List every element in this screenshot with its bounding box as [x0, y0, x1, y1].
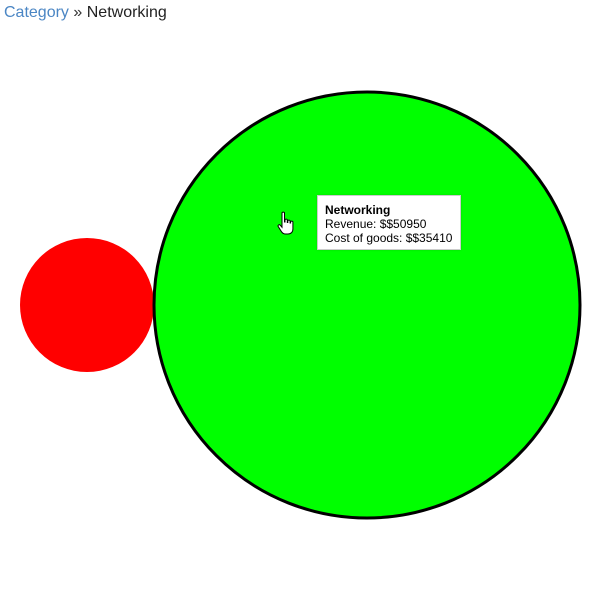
breadcrumb-current: Networking: [86, 4, 167, 21]
tooltip-revenue: Revenue: $$50950: [325, 217, 427, 231]
bubble-tooltip: Networking Revenue: $$50950 Cost of good…: [317, 195, 461, 250]
tooltip-cost-of-goods: Cost of goods: $$35410: [325, 231, 453, 245]
tooltip-title: Networking: [325, 203, 391, 217]
breadcrumb-separator: »: [73, 4, 83, 21]
breadcrumb: Category » Networking: [4, 3, 167, 23]
breadcrumb-category-link[interactable]: Category: [4, 4, 69, 21]
bubble-small-red[interactable]: [20, 238, 154, 372]
hand-pointer-icon: [277, 211, 294, 235]
bubble-networking[interactable]: [152, 90, 582, 520]
